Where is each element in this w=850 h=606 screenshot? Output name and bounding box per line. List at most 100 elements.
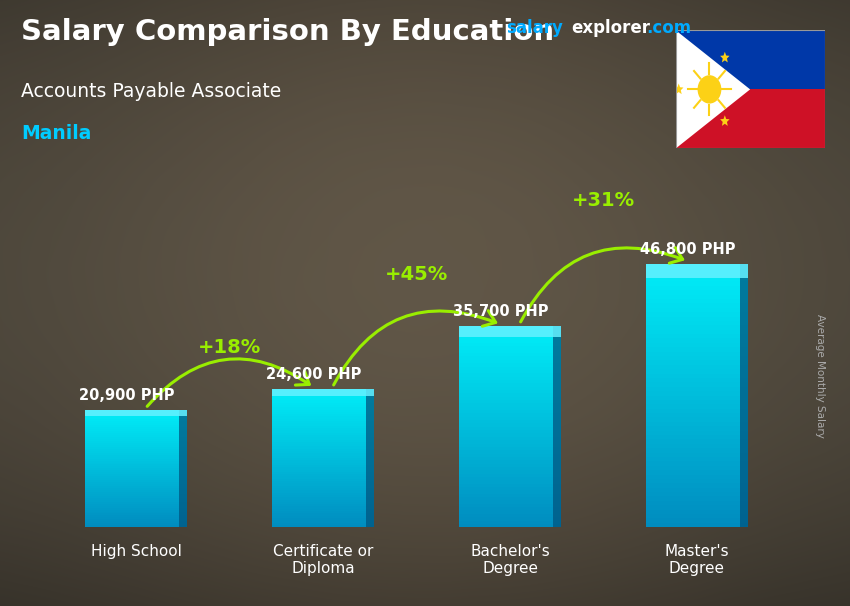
Bar [459, 481, 561, 484]
Bar [84, 447, 187, 449]
Text: salary: salary [506, 19, 563, 38]
Bar [646, 470, 748, 474]
Bar [272, 424, 375, 425]
Bar [646, 457, 748, 461]
Bar [459, 347, 561, 350]
Bar [646, 356, 748, 361]
Bar [272, 435, 375, 438]
Bar [272, 442, 375, 444]
Bar [179, 410, 187, 527]
Bar [646, 426, 748, 431]
Bar [459, 494, 561, 497]
Bar [459, 326, 561, 338]
Bar [459, 343, 561, 347]
Bar [459, 420, 561, 424]
Bar [84, 523, 187, 525]
Bar [366, 389, 374, 527]
Bar [459, 380, 561, 383]
Bar [646, 290, 748, 295]
Bar [553, 326, 561, 527]
Bar [84, 490, 187, 492]
Bar [459, 396, 561, 400]
Bar [84, 511, 187, 513]
Bar [646, 404, 748, 408]
Bar [84, 453, 187, 454]
Bar [84, 468, 187, 470]
Bar [646, 334, 748, 339]
Bar [646, 351, 748, 356]
Bar [84, 476, 187, 478]
Bar [272, 484, 375, 485]
Bar [646, 448, 748, 453]
Bar [459, 363, 561, 367]
Bar [646, 391, 748, 396]
Bar [676, 89, 824, 148]
Bar [84, 413, 187, 416]
Bar [646, 505, 748, 510]
Bar [272, 465, 375, 467]
Bar [646, 387, 748, 391]
Bar [272, 389, 375, 396]
Bar [272, 448, 375, 451]
Bar [272, 493, 375, 495]
Bar [272, 453, 375, 456]
Bar [84, 470, 187, 472]
Bar [84, 435, 187, 437]
Bar [272, 405, 375, 407]
Bar [84, 464, 187, 467]
Bar [459, 477, 561, 481]
Text: 35,700 PHP: 35,700 PHP [453, 304, 548, 319]
Bar [272, 522, 375, 525]
Bar [272, 425, 375, 428]
Bar [646, 444, 748, 448]
Bar [272, 412, 375, 414]
Bar [459, 453, 561, 457]
Bar [646, 325, 748, 330]
Bar [646, 400, 748, 404]
Bar [459, 367, 561, 370]
Bar [84, 484, 187, 486]
Bar [84, 410, 187, 411]
Bar [459, 376, 561, 380]
Text: 20,900 PHP: 20,900 PHP [79, 388, 174, 402]
Bar [646, 295, 748, 299]
Bar [84, 513, 187, 516]
Bar [272, 444, 375, 447]
Bar [459, 410, 561, 413]
Bar [646, 264, 748, 278]
Bar [459, 501, 561, 504]
Bar [646, 343, 748, 347]
Bar [646, 299, 748, 304]
Bar [459, 521, 561, 524]
Bar [646, 501, 748, 505]
FancyArrowPatch shape [521, 248, 683, 322]
Bar [459, 474, 561, 477]
Bar [84, 505, 187, 508]
Bar [459, 326, 561, 330]
Bar [84, 425, 187, 427]
Bar [84, 439, 187, 441]
FancyArrowPatch shape [147, 359, 309, 407]
Bar [272, 388, 375, 391]
Bar [459, 360, 561, 363]
Bar [84, 488, 187, 490]
Bar [272, 485, 375, 488]
Bar [646, 514, 748, 519]
Bar [646, 510, 748, 514]
Bar [459, 464, 561, 467]
Bar [272, 472, 375, 474]
Bar [84, 456, 187, 459]
Bar [84, 492, 187, 494]
Bar [459, 447, 561, 450]
Bar [272, 414, 375, 416]
Text: Accounts Payable Associate: Accounts Payable Associate [21, 82, 281, 101]
Bar [84, 521, 187, 524]
Bar [84, 472, 187, 474]
Polygon shape [720, 115, 729, 126]
Bar [459, 433, 561, 437]
Bar [646, 321, 748, 325]
Polygon shape [720, 52, 729, 62]
Polygon shape [674, 84, 683, 94]
Bar [272, 499, 375, 502]
Bar [646, 316, 748, 321]
